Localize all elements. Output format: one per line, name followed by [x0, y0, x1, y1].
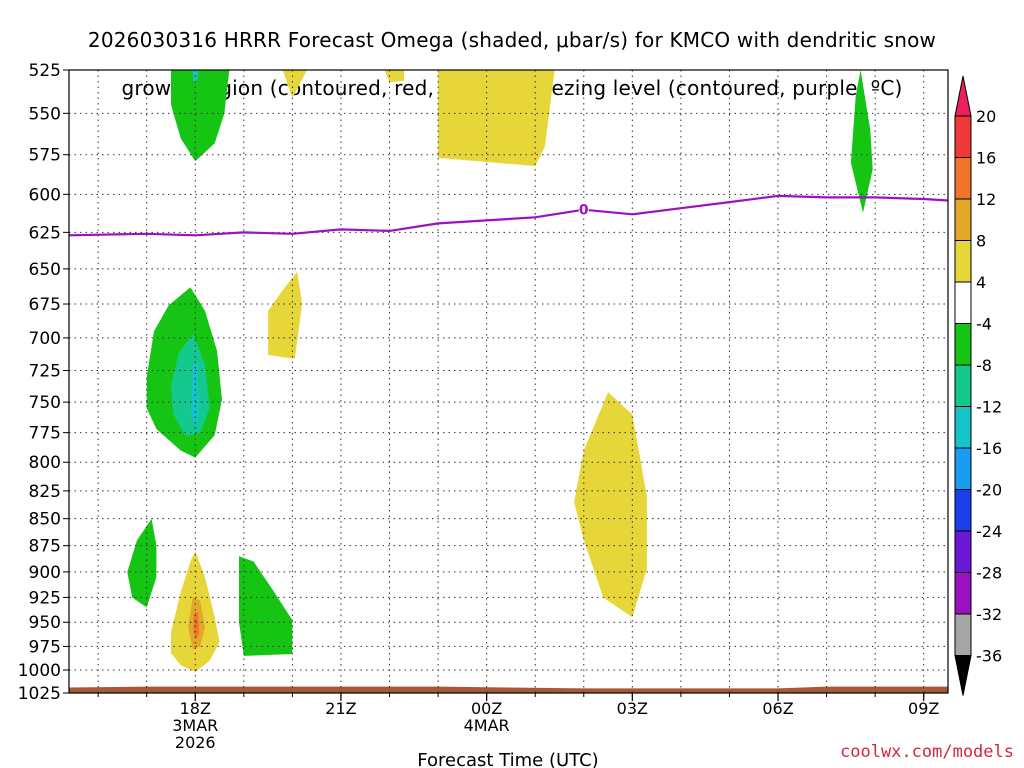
y-tick-label: 900: [29, 563, 61, 583]
omega-shading-layer: [69, 70, 948, 693]
x-axis-label: Forecast Time (UTC): [417, 750, 598, 768]
title-line-1: 2026030316 HRRR Forecast Omega (shaded, …: [87, 28, 937, 52]
omega-region-2: [171, 333, 210, 437]
omega-region-10: [193, 612, 200, 640]
y-tick-label: 550: [29, 104, 61, 124]
omega-region-5: [127, 518, 157, 608]
colorbar-segment: [954, 489, 972, 532]
colorbar-segment: [954, 323, 972, 366]
y-tick-label: 650: [29, 260, 61, 280]
x-tick-label: 09Z: [908, 699, 939, 718]
colorbar-segment: [954, 157, 972, 200]
y-tick-label: 1000: [18, 661, 61, 681]
axes-layer: 525 550 575 600 625 650 675 700 725 750 775 800 825 8…: [18, 61, 949, 752]
colorbar-label: 8: [976, 232, 986, 251]
freezing-label-bg: [578, 200, 589, 217]
colorbar-segment: [954, 364, 972, 407]
y-tick-label: 675: [29, 295, 61, 315]
y-tick-label: 800: [29, 453, 61, 473]
colorbar-segment: [954, 406, 972, 449]
x-tick-label: 00Z: [471, 699, 502, 718]
chart-title: 2026030316 HRRR Forecast Omega (shaded, …: [0, 4, 1024, 124]
x-tick-label: 3MAR: [172, 716, 218, 735]
x-tick-label: 21Z: [325, 699, 356, 718]
colorbar-label: -8: [976, 356, 992, 375]
colorbar-label: -36: [976, 647, 1002, 666]
omega-region-12: [282, 70, 307, 98]
freezing-level-label: 0: [579, 203, 589, 219]
y-tick-label: 575: [29, 146, 61, 166]
grid-layer: [69, 70, 948, 693]
colorbar-top-arrow: [954, 75, 972, 117]
colorbar-label: 4: [976, 273, 986, 292]
y-tick-label: 850: [29, 510, 61, 530]
colorbar-segment: [954, 198, 972, 241]
y-tick-label: 775: [29, 424, 61, 444]
colorbar-label: -32: [976, 605, 1002, 624]
colorbar-label: -4: [976, 315, 992, 334]
x-tick-label: 4MAR: [464, 716, 510, 735]
y-tick-label: 525: [29, 61, 61, 81]
colorbar: 20 16 12 8 4 -4 -8 -12 -16 -20 -24 -28 -32 -36: [954, 75, 1002, 696]
colorbar-segment: [954, 240, 972, 283]
colorbar-segment: [954, 115, 972, 158]
colorbar-label: -12: [976, 398, 1002, 417]
freezing-level-line: [68, 194, 949, 237]
y-tick-label: 750: [29, 393, 61, 413]
colorbar-label: 12: [976, 190, 996, 209]
colorbar-segment: [954, 613, 972, 656]
y-tick-label: 725: [29, 362, 61, 382]
omega-region-13: [384, 70, 405, 83]
y-tick-label: 700: [29, 329, 61, 349]
omega-region-15: [574, 392, 647, 618]
omega-region-11: [268, 271, 303, 359]
colorbar-label: 16: [976, 149, 996, 168]
x-tick-label: 18Z: [180, 699, 211, 718]
y-tick-label: 875: [29, 537, 61, 557]
y-tick-label: 975: [29, 637, 61, 657]
y-tick-label: 625: [29, 223, 61, 243]
colorbar-label: -28: [976, 564, 1002, 583]
omega-region-3: [191, 364, 200, 429]
omega-region-7: [850, 70, 873, 213]
colorbar-label: -24: [976, 522, 1002, 541]
colorbar-label: -20: [976, 481, 1002, 500]
colorbar-segment: [954, 447, 972, 490]
y-tick-label: 925: [29, 588, 61, 608]
terrain-band: [69, 686, 948, 693]
x-tick-label: 06Z: [762, 699, 793, 718]
colorbar-bottom-arrow: [954, 655, 972, 696]
colorbar-label: -16: [976, 439, 1002, 458]
y-tick-label: 600: [29, 185, 61, 205]
colorbar-segment: [954, 281, 972, 324]
x-tick-label: 03Z: [617, 699, 648, 718]
x-tick-label: 2026: [175, 733, 216, 752]
colorbar-label: 20: [976, 107, 996, 126]
y-tick-label: 1025: [18, 684, 61, 704]
omega-region-14: [438, 70, 555, 166]
freezing-level-layer: 0: [68, 194, 949, 237]
omega-region-0: [171, 70, 230, 162]
credit-link[interactable]: coolwx.com/models: [840, 742, 1014, 762]
y-tick-label: 950: [29, 613, 61, 633]
colorbar-segment: [954, 530, 972, 573]
y-tick-label: 825: [29, 482, 61, 502]
plot-frame: [68, 69, 949, 694]
colorbar-segment: [954, 572, 972, 615]
omega-region-6: [239, 556, 293, 656]
